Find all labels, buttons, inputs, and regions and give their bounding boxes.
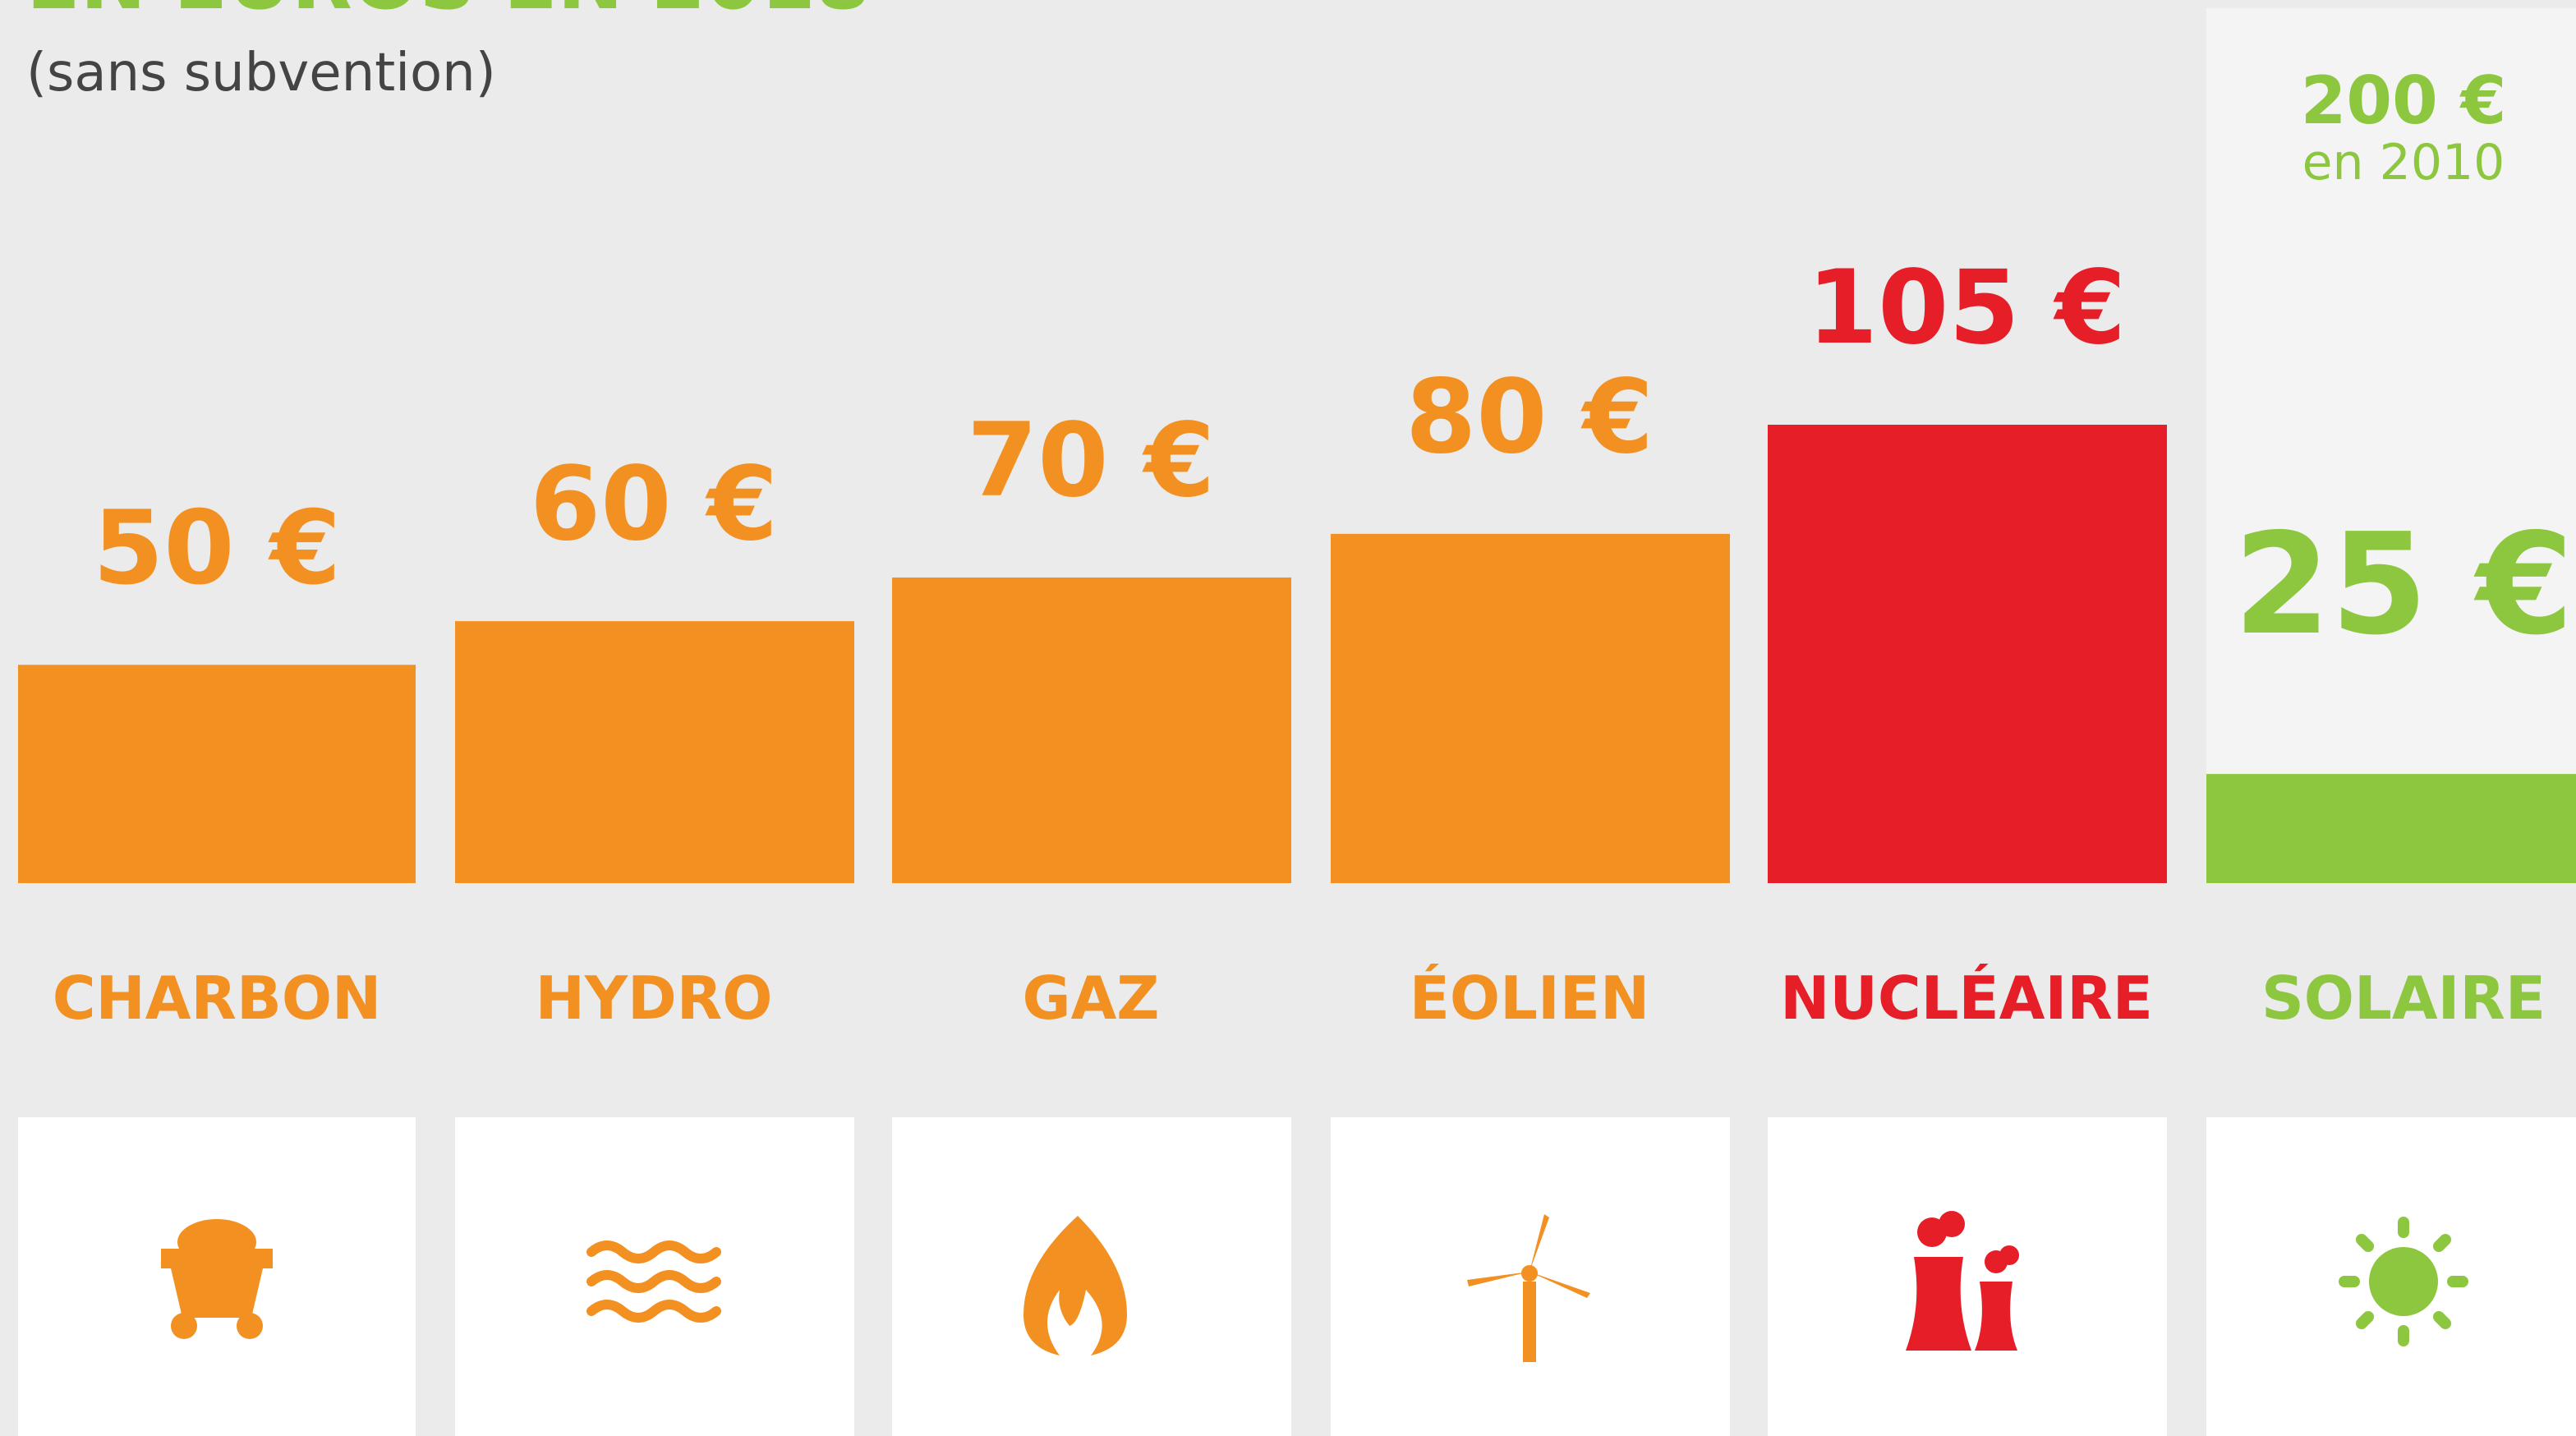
annotation: 200 € — [2301, 62, 2507, 139]
chart-subtitle: (sans subvention) — [26, 43, 496, 104]
value-label: 80 € — [1405, 358, 1654, 476]
category-label: ÉOLIEN — [1410, 964, 1650, 1033]
value-label: 70 € — [967, 402, 1215, 520]
bar — [18, 665, 416, 883]
value-label: 105 € — [1807, 249, 2126, 367]
annotation: en 2010 — [2302, 134, 2505, 191]
category-label: NUCLÉAIRE — [1780, 964, 2153, 1033]
icon-panel — [1768, 1117, 2167, 1436]
bar — [2206, 774, 2576, 883]
value-label: 50 € — [93, 489, 341, 607]
solar-panel — [2206, 8, 2576, 883]
solar-icon — [2339, 1217, 2468, 1346]
value-label: 60 € — [530, 445, 778, 564]
category-label: GAZ — [1022, 964, 1159, 1033]
bar — [1331, 533, 1730, 883]
wind-icon — [1467, 1214, 1590, 1362]
bar — [455, 621, 854, 883]
value-label: 25 € — [2233, 504, 2574, 666]
category-label: HYDRO — [536, 964, 773, 1033]
coal-icon — [161, 1219, 273, 1339]
category-label: SOLAIRE — [2261, 964, 2546, 1033]
hydro-icon — [586, 1240, 721, 1323]
nuclear-icon — [1906, 1211, 2019, 1351]
category-label: CHARBON — [53, 964, 382, 1033]
bar — [1768, 425, 2167, 883]
gas-icon — [1024, 1216, 1127, 1355]
bar — [892, 578, 1291, 883]
chart-title: EN EUROS EN 2018 — [26, 0, 871, 27]
